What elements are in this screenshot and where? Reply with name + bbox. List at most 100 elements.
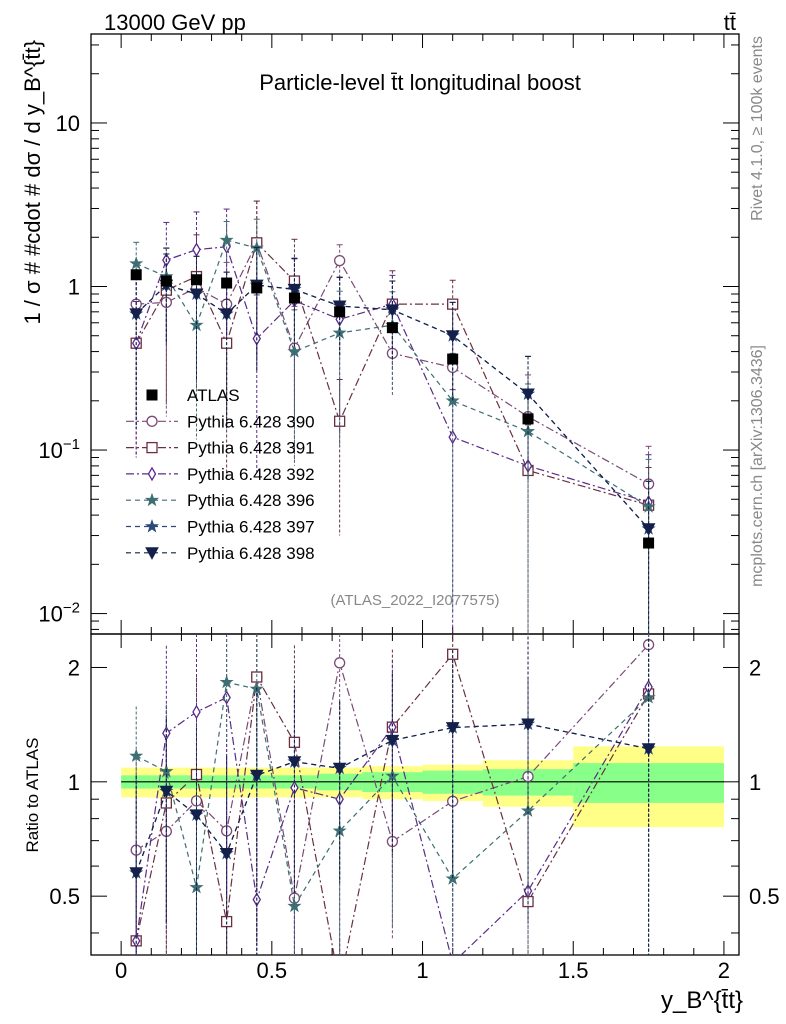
ratio-panel-frame [90, 633, 740, 956]
marker-square-filled [130, 269, 142, 281]
legend-label: ATLAS [187, 386, 240, 405]
marker-square-filled [190, 274, 202, 286]
ratio-tick-label-left: 2 [68, 655, 80, 680]
legend-entry: Pythia 6.428 398 [126, 544, 315, 563]
marker-triangle [287, 283, 302, 297]
y-axis-label: 1 / σ # #cdot # dσ / d y_B^{t̄t} [20, 40, 45, 325]
rivet-version-label: Rivet 4.1.0, ≥ 100k events [749, 36, 766, 221]
data-series [129, 200, 656, 955]
marker-triangle [385, 734, 400, 748]
y-tick-label: 10−1 [38, 436, 80, 463]
legend-entry: Pythia 6.428 391 [126, 439, 315, 458]
marker-square-filled [146, 389, 158, 401]
y-tick-label: 10−2 [38, 600, 80, 627]
plot-frames: 0 0.5 1 1.5 2 10−2 10−1 1 10 0.5 0.5 1 1 2 2 [38, 33, 780, 983]
marker-star [129, 748, 144, 762]
series-398 [129, 246, 656, 955]
marker-triangle [445, 330, 460, 343]
marker-square [447, 648, 459, 660]
marker-star [219, 674, 234, 689]
x-tick-label: 0.5 [257, 958, 288, 983]
process-label: tt̄ [724, 10, 736, 35]
marker-diamond [192, 242, 201, 257]
chart-title: Particle-level t̄t longitudinal boost [259, 70, 581, 95]
marker-square-filled [643, 537, 655, 549]
marker-square-filled [288, 292, 300, 304]
marker-square [146, 441, 158, 454]
marker-star [219, 232, 234, 247]
marker-star [445, 871, 460, 885]
marker-circle [146, 415, 158, 427]
marker-star [129, 256, 144, 270]
legend-entry: ATLAS [146, 386, 240, 405]
ratio-y-axis-label: Ratio to ATLAS [23, 738, 42, 853]
y-tick-label: 10 [56, 111, 80, 136]
marker-triangle [445, 722, 460, 735]
x-axis-label: y_B^{t̄t} [661, 987, 743, 1014]
marker-triangle [332, 762, 347, 776]
legend-label: Pythia 6.428 390 [187, 412, 315, 431]
marker-star [287, 344, 302, 358]
marker-square-filled [160, 275, 172, 287]
marker-diamond [192, 704, 201, 720]
marker-circle [334, 254, 346, 267]
marker-triangle [129, 308, 144, 321]
x-tick-label: 1.5 [558, 958, 589, 983]
marker-triangle [521, 388, 535, 402]
analysis-id: (ATLAS_2022_I2077575) [330, 592, 499, 609]
legend-label: Pythia 6.428 396 [187, 491, 315, 510]
marker-star [144, 519, 160, 533]
marker-diamond [448, 429, 457, 445]
mcplots-label: mcplots.cern.ch [arXiv:1306.3436] [749, 345, 766, 587]
atlas-data [130, 269, 655, 549]
x-tick-label: 1 [416, 958, 428, 983]
marker-star [144, 492, 160, 507]
marker-triangle [521, 718, 535, 732]
marker-triangle [641, 523, 656, 536]
marker-triangle [249, 769, 264, 783]
marker-triangle [159, 785, 174, 799]
marker-triangle [189, 809, 204, 822]
beam-label: 13000 GeV pp [104, 10, 246, 35]
legend-entry: Pythia 6.428 390 [126, 412, 315, 431]
ratio-series-line [135, 653, 650, 955]
marker-diamond [222, 690, 231, 705]
marker-square-filled [386, 322, 398, 334]
x-tick-label: 2 [718, 958, 730, 983]
x-tick-label: 0 [115, 958, 127, 983]
marker-square-filled [522, 413, 534, 425]
marker-star [287, 898, 302, 913]
marker-triangle [641, 743, 656, 756]
marker-square-filled [221, 277, 233, 289]
marker-triangle [219, 847, 234, 861]
ratio-tick-label-left: 0.5 [49, 884, 80, 909]
marker-diamond [147, 466, 157, 482]
y-tick-label: 1 [68, 275, 80, 300]
marker-triangle [189, 288, 204, 302]
legend-label: Pythia 6.428 391 [187, 439, 315, 458]
marker-triangle [287, 756, 302, 769]
ratio-tick-label-right: 2 [749, 655, 761, 680]
marker-square-filled [447, 353, 459, 365]
marker-circle [160, 296, 172, 309]
series-line [135, 284, 650, 530]
legend-entry: Pythia 6.428 396 [126, 491, 315, 510]
marker-triangle [219, 308, 234, 321]
ratio-tick-label-right: 0.5 [749, 884, 780, 909]
legend-label: Pythia 6.428 398 [187, 544, 315, 563]
marker-triangle [129, 867, 144, 880]
legend-entry: Pythia 6.428 397 [126, 518, 315, 537]
marker-square-filled [251, 282, 263, 294]
marker-circle [334, 657, 346, 669]
legend-entry: Pythia 6.428 392 [126, 465, 315, 484]
ratio-tick-label-right: 1 [749, 770, 761, 795]
legend-label: Pythia 6.428 392 [187, 465, 315, 484]
marker-diamond [290, 780, 299, 796]
marker-triangle [385, 304, 400, 317]
marker-square-filled [334, 306, 346, 318]
marker-star [641, 499, 656, 513]
legend-label: Pythia 6.428 397 [187, 518, 315, 537]
marker-triangle [145, 547, 159, 560]
legend: ATLAS Pythia 6.428 390 Pythia 6.428 391 Pyt… [126, 386, 315, 563]
